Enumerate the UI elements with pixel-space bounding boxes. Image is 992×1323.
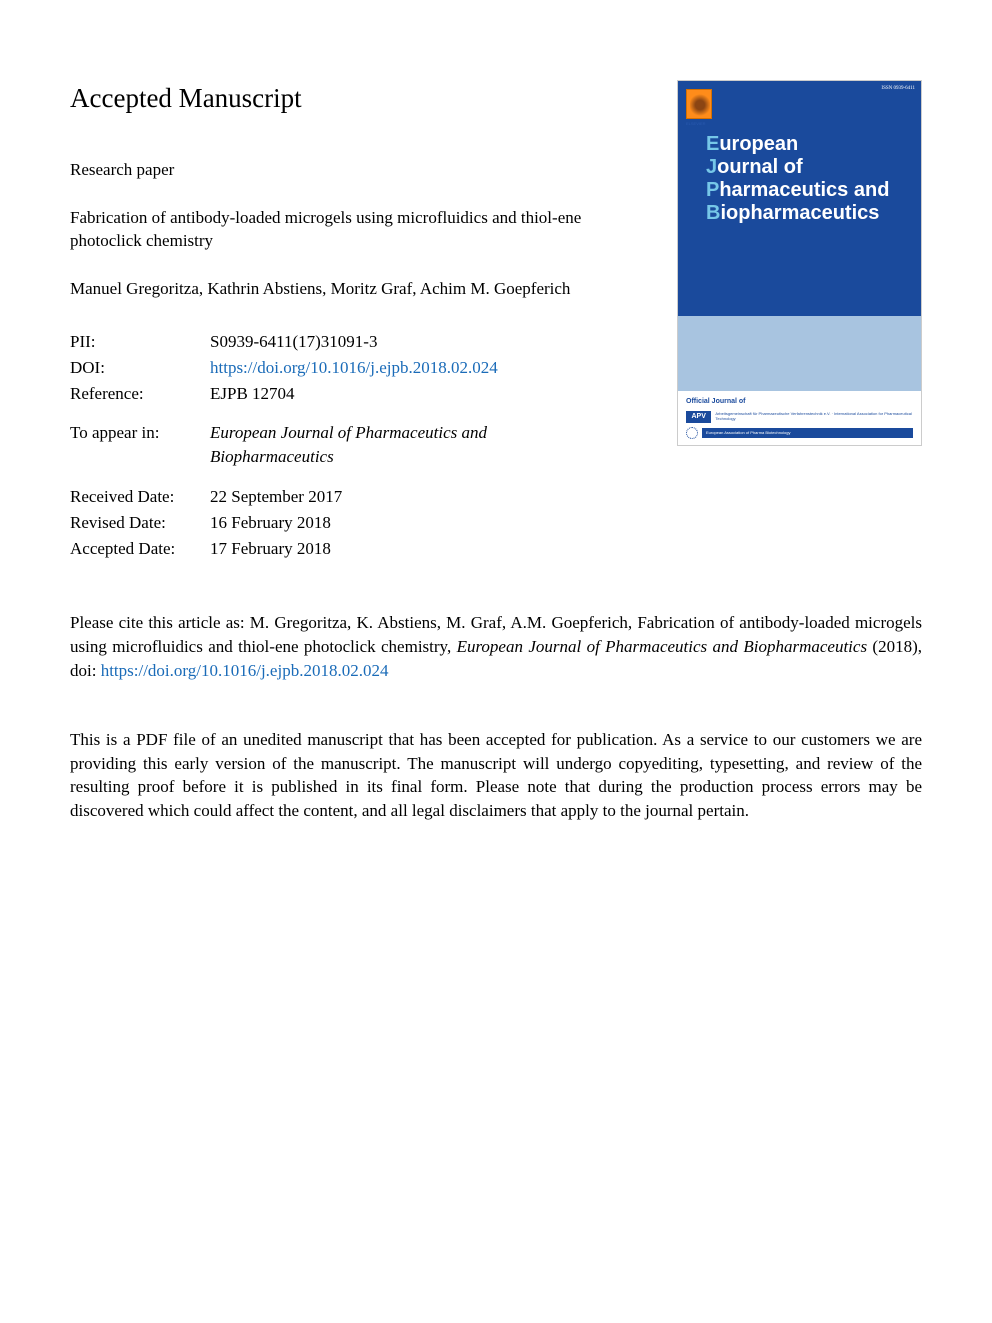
header-section: Accepted Manuscript Research paper Fabri… [70, 80, 922, 581]
doi-row: DOI: https://doi.org/10.1016/j.ejpb.2018… [70, 355, 520, 381]
received-value: 22 September 2017 [210, 484, 520, 510]
page-heading: Accepted Manuscript [70, 80, 630, 118]
metadata-table: PII: S0939-6411(17)31091-3 DOI: https://… [70, 329, 520, 561]
pii-label: PII: [70, 329, 210, 355]
paper-type: Research paper [70, 158, 630, 182]
paper-title: Fabrication of antibody-loaded microgels… [70, 206, 630, 254]
euro-description: European Association of Pharma Biotechno… [702, 428, 913, 438]
citation-paragraph: Please cite this article as: M. Gregorit… [70, 611, 922, 682]
doi-link[interactable]: https://doi.org/10.1016/j.ejpb.2018.02.0… [210, 358, 498, 377]
elsevier-logo-icon [686, 89, 712, 119]
cover-top-panel: ISSN 0939-6411 ELSEVIER European Journal… [678, 81, 921, 316]
elsevier-label: ELSEVIER [686, 121, 706, 127]
reference-label: Reference: [70, 381, 210, 407]
authors-list: Manuel Gregoritza, Kathrin Abstiens, Mor… [70, 277, 630, 301]
pii-row: PII: S0939-6411(17)31091-3 [70, 329, 520, 355]
received-row: Received Date: 22 September 2017 [70, 484, 520, 510]
journal-cover-title: European Journal of Pharmaceutics and Bi… [706, 133, 889, 225]
journal-cover: ISSN 0939-6411 ELSEVIER European Journal… [677, 80, 922, 446]
reference-row: Reference: EJPB 12704 [70, 381, 520, 407]
appear-label: To appear in: [70, 420, 210, 470]
title-p: P [706, 179, 719, 201]
title-j: J [706, 156, 717, 178]
pii-value: S0939-6411(17)31091-3 [210, 329, 520, 355]
accepted-value: 17 February 2018 [210, 536, 520, 562]
citation-journal: European Journal of Pharmaceutics and Bi… [457, 637, 868, 656]
cover-footer: Official Journal of APV Arbeitsgemeinsch… [678, 391, 921, 445]
left-column: Accepted Manuscript Research paper Fabri… [70, 80, 630, 581]
title-e: E [706, 133, 719, 155]
journal-name: European Journal of Pharmaceutics and Bi… [210, 420, 520, 470]
received-label: Received Date: [70, 484, 210, 510]
accepted-label: Accepted Date: [70, 536, 210, 562]
appear-row: To appear in: European Journal of Pharma… [70, 420, 520, 470]
revised-label: Revised Date: [70, 510, 210, 536]
apv-description: Arbeitsgemeinschaft für Pharmazeutische … [715, 412, 913, 421]
apv-logo-icon: APV [686, 411, 711, 423]
euro-row: European Association of Pharma Biotechno… [686, 427, 913, 439]
revised-value: 16 February 2018 [210, 510, 520, 536]
apv-row: APV Arbeitsgemeinschaft für Pharmazeutis… [686, 411, 913, 423]
disclaimer-paragraph: This is a PDF file of an unedited manusc… [70, 728, 922, 823]
title-line4: iopharmaceutics [720, 202, 879, 224]
issn-text: ISSN 0939-6411 [881, 85, 915, 92]
reference-value: EJPB 12704 [210, 381, 520, 407]
accepted-row: Accepted Date: 17 February 2018 [70, 536, 520, 562]
title-b: B [706, 202, 720, 224]
doi-label: DOI: [70, 355, 210, 381]
title-line1: uropean [719, 133, 798, 155]
title-line2: ournal of [717, 156, 803, 178]
euro-stars-icon [686, 427, 698, 439]
revised-row: Revised Date: 16 February 2018 [70, 510, 520, 536]
journal-cover-column: ISSN 0939-6411 ELSEVIER European Journal… [677, 80, 922, 446]
cover-light-panel [678, 316, 921, 391]
official-journal-label: Official Journal of [686, 397, 913, 407]
title-line3: harmaceutics and [719, 179, 889, 201]
citation-doi-link[interactable]: https://doi.org/10.1016/j.ejpb.2018.02.0… [101, 661, 389, 680]
